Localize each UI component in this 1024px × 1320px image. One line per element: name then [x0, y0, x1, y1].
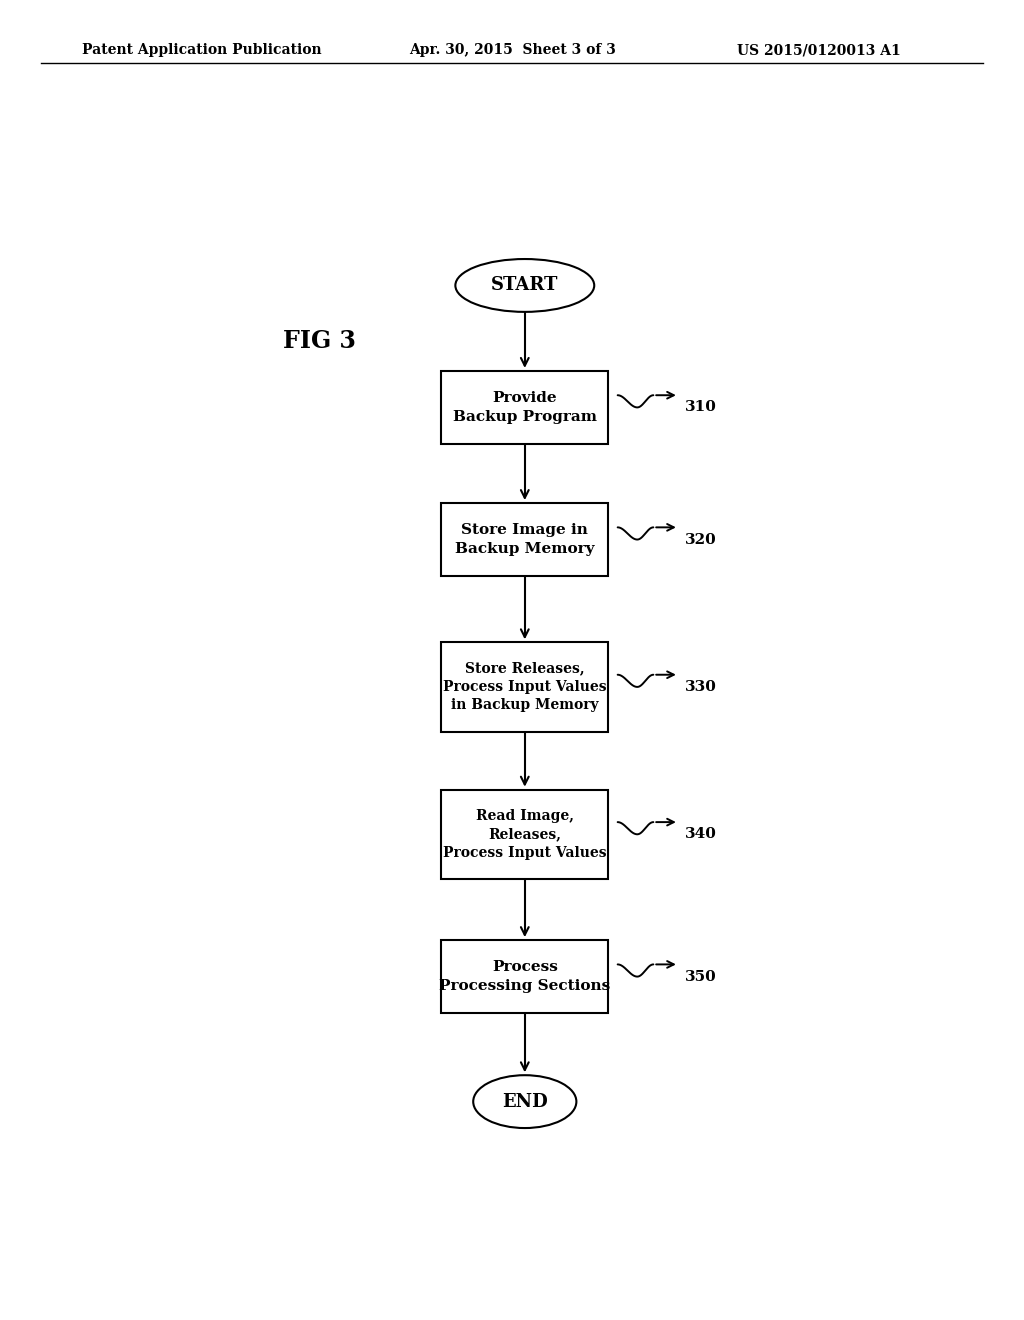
Ellipse shape: [473, 1076, 577, 1129]
Text: 310: 310: [685, 400, 717, 414]
Text: 350: 350: [685, 970, 717, 983]
FancyBboxPatch shape: [441, 940, 608, 1014]
Text: Read Image,
Releases,
Process Input Values: Read Image, Releases, Process Input Valu…: [443, 809, 606, 859]
Text: Store Image in
Backup Memory: Store Image in Backup Memory: [455, 523, 595, 556]
Text: Apr. 30, 2015  Sheet 3 of 3: Apr. 30, 2015 Sheet 3 of 3: [410, 44, 616, 57]
Text: Provide
Backup Program: Provide Backup Program: [453, 391, 597, 424]
Text: 340: 340: [685, 828, 717, 841]
FancyBboxPatch shape: [441, 643, 608, 731]
Text: Process
Processing Sections: Process Processing Sections: [439, 961, 610, 993]
Text: US 2015/0120013 A1: US 2015/0120013 A1: [737, 44, 901, 57]
Text: 330: 330: [685, 680, 717, 694]
FancyBboxPatch shape: [441, 503, 608, 576]
Ellipse shape: [456, 259, 594, 312]
FancyBboxPatch shape: [441, 789, 608, 879]
Text: START: START: [492, 276, 558, 294]
Text: Patent Application Publication: Patent Application Publication: [82, 44, 322, 57]
Text: 320: 320: [685, 532, 717, 546]
Text: END: END: [502, 1093, 548, 1110]
FancyBboxPatch shape: [441, 371, 608, 444]
Text: Store Releases,
Process Input Values
in Backup Memory: Store Releases, Process Input Values in …: [443, 661, 606, 713]
Text: FIG 3: FIG 3: [283, 330, 355, 354]
